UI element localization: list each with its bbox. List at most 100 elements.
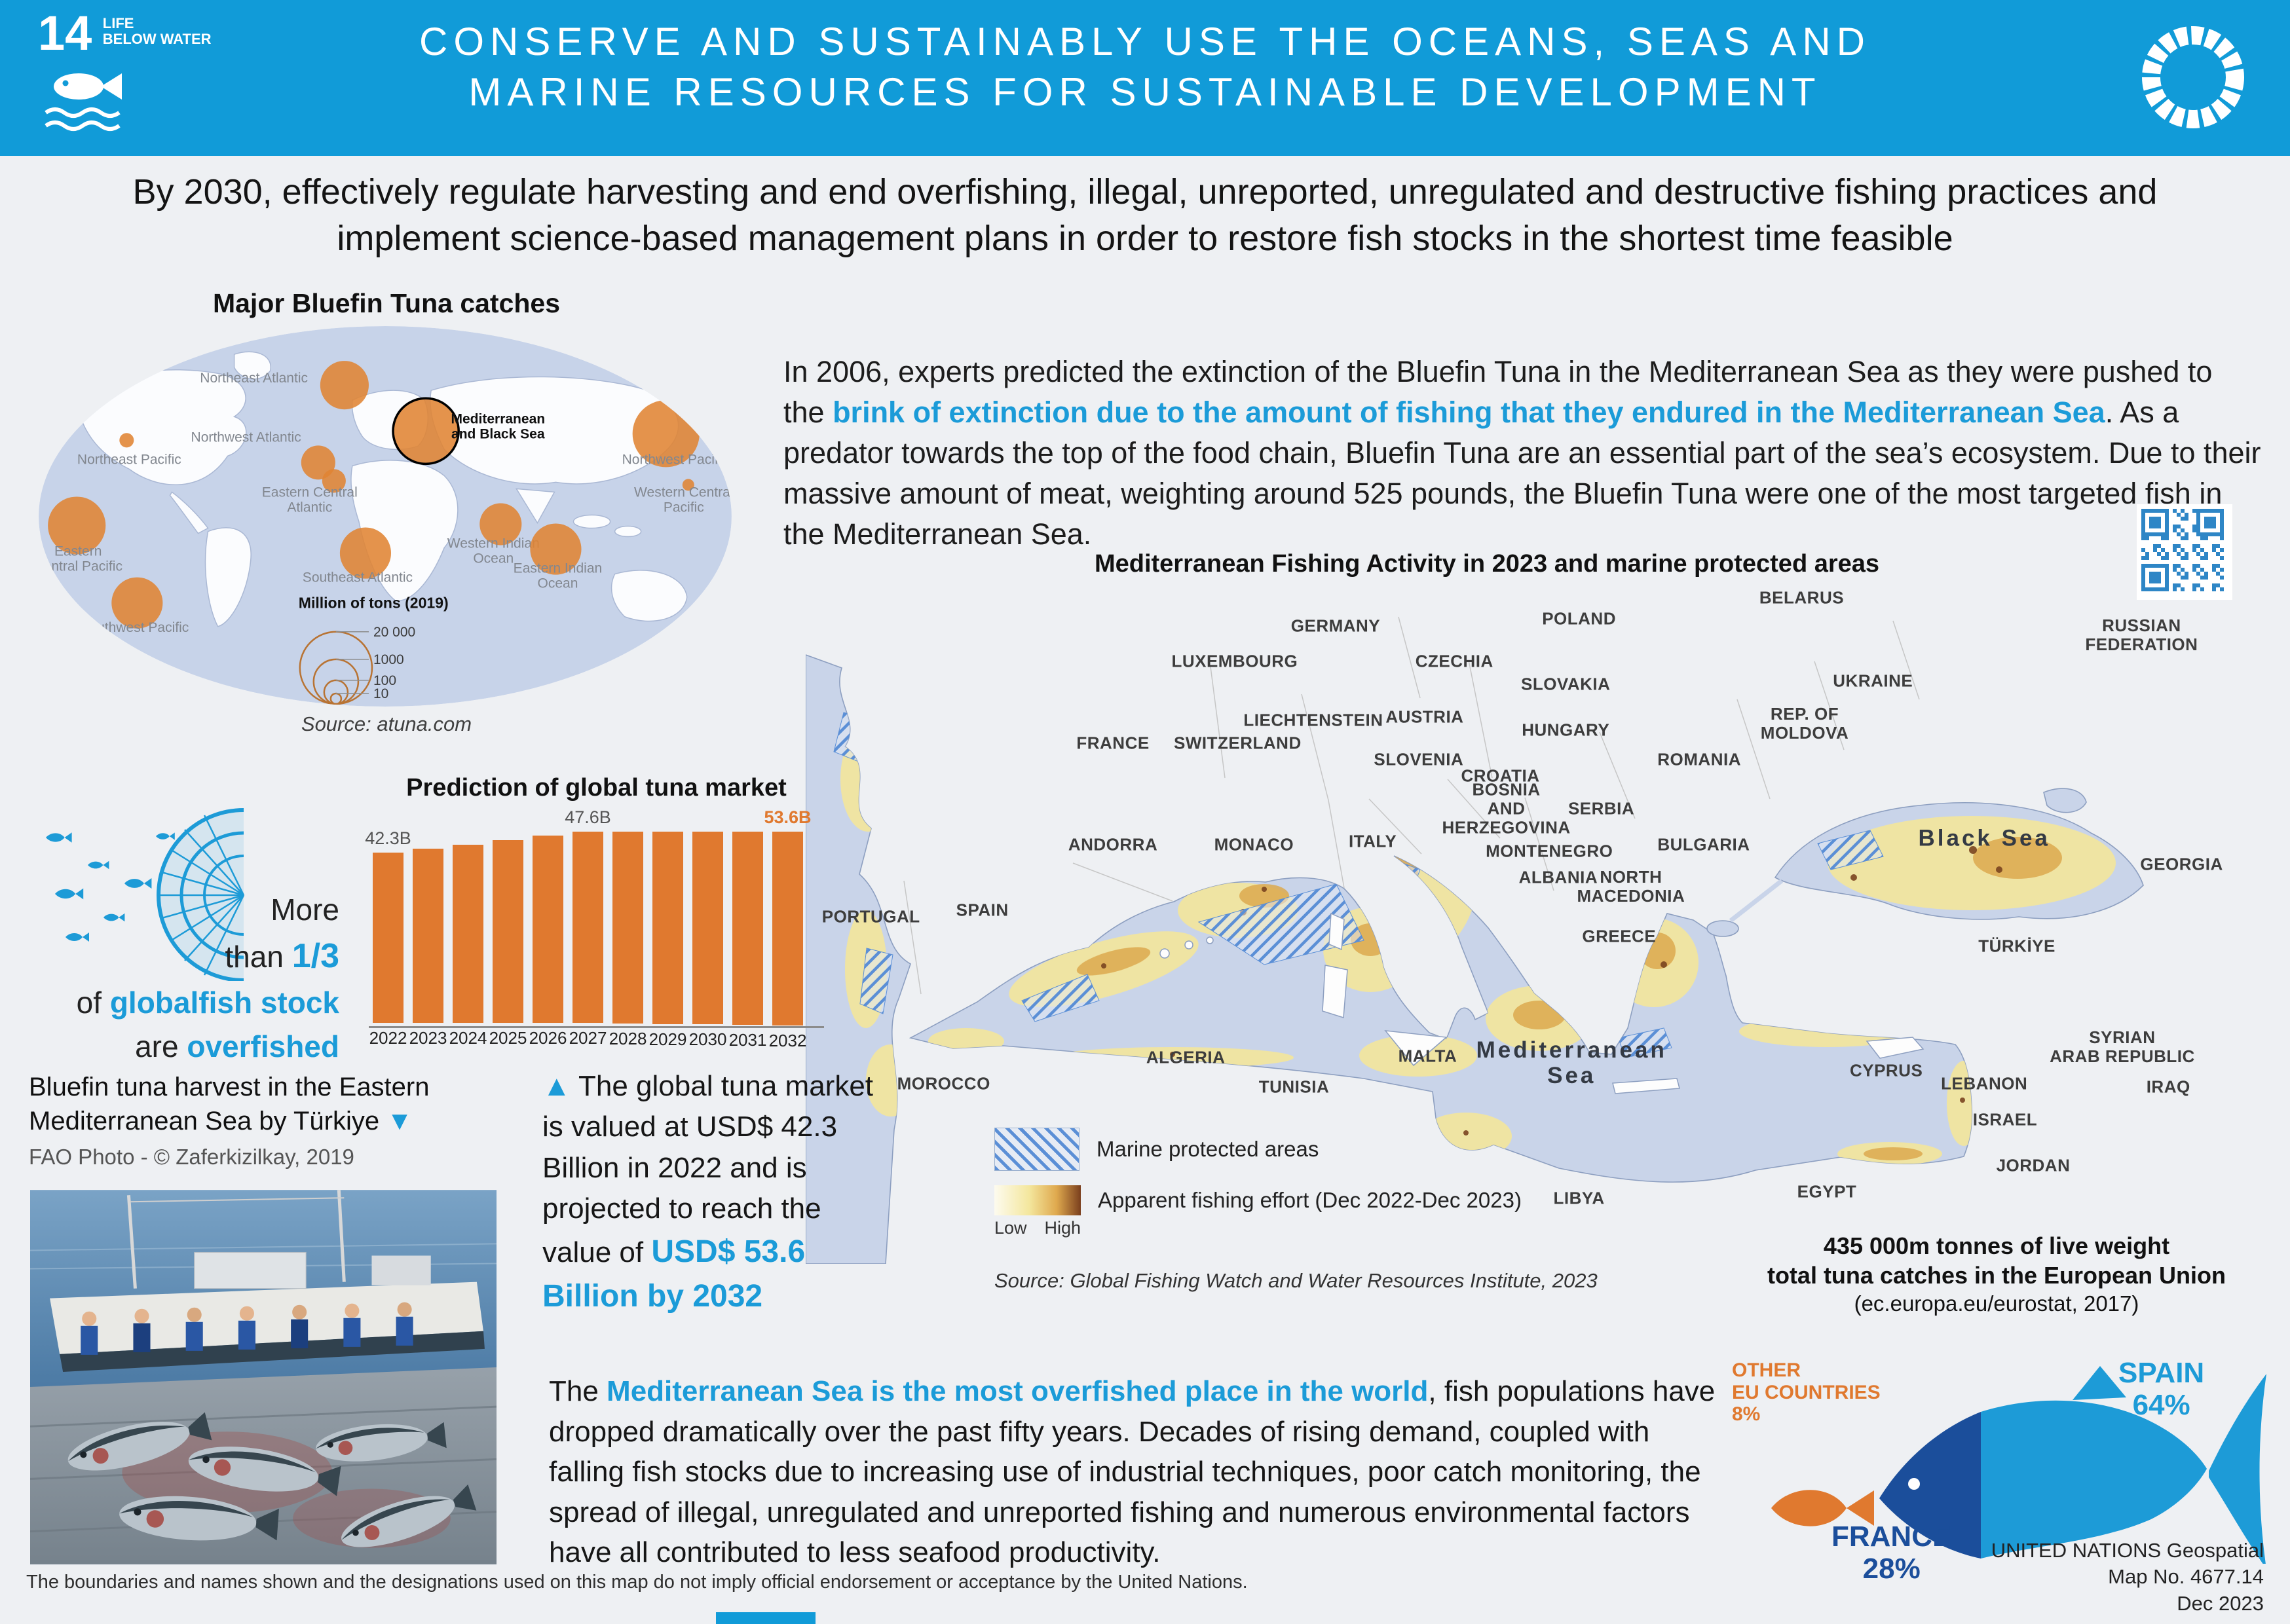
- continents: [76, 351, 688, 627]
- bar-year-label: 2028: [609, 1028, 647, 1048]
- fish-waves-icon: [45, 73, 122, 131]
- country-label: CYPRUS: [1849, 1060, 1923, 1080]
- eu-catches-fish-diagram: [1771, 1366, 2266, 1564]
- country-label: BELARUS: [1759, 587, 1845, 608]
- bar-value-label: [745, 807, 751, 828]
- fish-stock-line2: than 1/3: [225, 936, 339, 975]
- goal-number: 14: [38, 6, 92, 60]
- country-label: ISRAEL: [1972, 1109, 2038, 1129]
- map-credits: UNITED NATIONS Geospatial Map No. 4677.1…: [1991, 1539, 2264, 1615]
- intro-paragraph: In 2006, experts predicted the extinctio…: [783, 352, 2261, 555]
- country-label: SLOVAKIA: [1520, 674, 1611, 694]
- legend-scale-circle: [329, 692, 343, 705]
- tuna-legend-title: Million of tons (2019): [299, 595, 449, 612]
- bar-column: 2023: [409, 807, 447, 1053]
- bar-year-label: 2025: [489, 1028, 527, 1048]
- med-map-legend: Marine protected areas Low High Apparent…: [994, 1128, 1636, 1238]
- france-segment: [1879, 1412, 1981, 1559]
- country-label: GERMANY: [1290, 615, 1381, 635]
- country-label: SWITZERLAND: [1174, 733, 1302, 753]
- country-label: CZECHIA: [1415, 651, 1493, 671]
- bar: [612, 832, 643, 1024]
- chart-title: Prediction of global tuna market: [406, 774, 787, 802]
- bar-column: 2029: [649, 807, 686, 1053]
- med-map-labels: GERMANY POLAND BELARUS RUSSIAN FEDERATION LU…: [806, 583, 2290, 1264]
- header-banner: 14 LIFE BELOW WATER CONSERVE AND SUSTAIN…: [0, 0, 2290, 156]
- country-label: UKRAINE: [1833, 671, 1913, 691]
- mpa-legend-label: Marine protected areas: [1097, 1137, 1319, 1161]
- tuna-harvest-photo: [30, 1190, 497, 1564]
- goal-label: LIFE BELOW WATER: [102, 15, 212, 48]
- country-label: ROMANIA: [1657, 749, 1741, 769]
- country-label: ALGERIA: [1146, 1047, 1226, 1067]
- country-label: SLOVENIA: [1374, 749, 1464, 769]
- bar-year-label: 2030: [688, 1029, 727, 1050]
- bar-value-label: [705, 807, 711, 828]
- bar: [732, 832, 763, 1025]
- bar: [652, 832, 683, 1024]
- bar-column: 2025: [489, 807, 527, 1053]
- catch-bubble: [48, 496, 106, 555]
- country-label: MONACO: [1214, 834, 1294, 855]
- bar-column: 2030: [689, 807, 726, 1053]
- country-label: TÜRKİYE: [1978, 936, 2055, 956]
- bar-year-label: 2023: [409, 1028, 447, 1048]
- islands: [1159, 912, 1924, 1094]
- fish-stock-line1: More: [271, 893, 339, 927]
- country-label: POLAND: [1542, 608, 1616, 629]
- page-title-line1: CONSERVE AND SUSTAINABLY USE THE OCEANS,…: [419, 20, 1871, 64]
- bar-value-label: 47.6B: [565, 807, 611, 827]
- bar-year-label: 2032: [768, 1030, 807, 1050]
- region-label: Western Indian Ocean: [447, 536, 540, 566]
- fish-stock-line3: of globalfish stock: [76, 986, 339, 1020]
- intro-post: . As a predator towards the top of the f…: [783, 396, 2261, 551]
- bar-value-label: [546, 811, 551, 832]
- intro-pre: In 2006, experts predicted the extinctio…: [783, 355, 2213, 430]
- country-label: MONTENEGRO: [1486, 841, 1613, 861]
- chart-baseline: [369, 1026, 824, 1028]
- world-catches-map: Northeast Atlantic Northwest Atlantic Nort…: [39, 326, 733, 707]
- catch-bubble: [322, 469, 346, 493]
- fish-stock-callout: More than 1/3 of globalfish stock are ov…: [20, 888, 339, 1068]
- country-label: JORDAN: [1996, 1155, 2071, 1175]
- catch-bubble: [320, 361, 369, 410]
- catch-bubble: [392, 397, 460, 466]
- bar-year-label: 2022: [369, 1028, 407, 1048]
- med-map-title: Mediterranean Fishing Activity in 2023 a…: [1094, 550, 1880, 578]
- catch-bubble: [301, 445, 335, 480]
- med-map-source: Source: Global Fishing Watch and Water R…: [994, 1269, 1598, 1292]
- catch-bubble: [339, 527, 392, 579]
- bar-column: 2031: [729, 807, 766, 1053]
- sdg-wheel-icon: [2142, 26, 2244, 128]
- country-label: GREECE: [1582, 926, 1657, 946]
- legend-scale-value: 10: [373, 686, 388, 701]
- catch-bubble: [111, 577, 163, 629]
- bar-value-label: [506, 816, 511, 836]
- region-label: Mediterranean and Black Sea: [451, 411, 545, 441]
- bar-value-label: [626, 807, 631, 828]
- catch-bubble: [119, 433, 134, 448]
- eu-spain-label: SPAIN 64%: [2118, 1357, 2205, 1422]
- eu-catches-title: 435 000m tonnes of live weight total tun…: [1767, 1232, 2226, 1316]
- country-label: CROATIA: [1461, 766, 1540, 786]
- country-label: RUSSIAN FEDERATION: [2085, 615, 2198, 655]
- tuna-map-source: Source: atuna.com: [301, 712, 472, 735]
- bar: [493, 840, 523, 1023]
- qr-code: [2137, 504, 2232, 600]
- effort-low-label: Low: [994, 1218, 1027, 1238]
- country-label: SPAIN: [956, 900, 1009, 920]
- mpa-legend-swatch: [994, 1128, 1079, 1171]
- bar-column: 2028: [609, 807, 647, 1053]
- bar-column: 42.3B 2022: [365, 807, 411, 1053]
- decorative-bar: [716, 1612, 816, 1624]
- bar-value-label: [666, 807, 671, 828]
- fish-stock-line4: are overfished: [135, 1029, 339, 1063]
- bar-year-label: 2026: [529, 1028, 567, 1048]
- region-label: Western Central Pacific: [634, 485, 733, 515]
- bar-value-label: 53.6B: [764, 807, 812, 827]
- region-label: Northwest Pacific: [622, 452, 728, 467]
- photo-credit: FAO Photo - © Zaferkizilkay, 2019: [29, 1145, 354, 1169]
- country-label: REP. OF MOLDOVA: [1760, 704, 1849, 743]
- region-label: Southwest Pacific: [80, 620, 189, 635]
